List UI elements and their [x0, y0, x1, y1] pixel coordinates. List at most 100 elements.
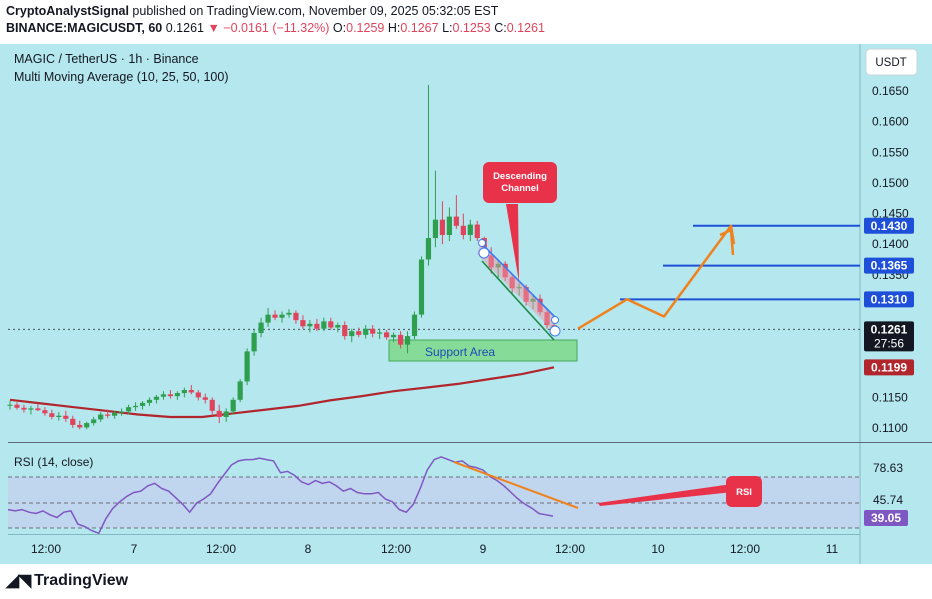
candle-body: [237, 381, 243, 400]
candle-body: [418, 259, 425, 315]
callout-box: [483, 162, 557, 203]
candle-body: [125, 407, 132, 412]
rsi-callout-pointer: [598, 484, 733, 506]
candle-body: [314, 323, 320, 329]
currency-button[interactable]: USDT: [865, 48, 918, 76]
current-price-badge: [864, 321, 914, 352]
candle-body: [70, 418, 76, 425]
channel-fill: [477, 243, 556, 330]
channel-handle[interactable]: [478, 239, 486, 247]
candle-body: [244, 351, 250, 382]
price-tick: 0.1650: [872, 84, 909, 98]
candle-body: [216, 410, 222, 417]
candle-body: [14, 404, 20, 408]
projection-arrowhead: [719, 228, 735, 256]
price-change: −0.0161 (−11.32%): [223, 21, 330, 35]
price-tick: 0.1150: [872, 390, 908, 404]
candle-body: [272, 314, 278, 318]
price-badges: 0.1430 0.1365 0.1310 0.1261 27:56 0.1199: [864, 217, 914, 376]
candle-body: [188, 390, 194, 393]
channel-lower-line: [481, 260, 555, 341]
tradingview-logo[interactable]: ◢◥ TradingView: [6, 571, 128, 591]
open-value: 0.1259: [346, 21, 385, 35]
currency-button-label[interactable]: USDT: [875, 57, 906, 69]
rsi-pane[interactable]: RSI (14, close) RSI 78.63 45.74 39.05: [7, 455, 908, 535]
callout-line2: Channel: [501, 183, 538, 194]
candle-body: [349, 331, 355, 337]
support-area-box[interactable]: [388, 339, 578, 362]
candle-body: [370, 328, 376, 334]
candle-body: [28, 408, 34, 410]
candle-body: [98, 414, 104, 420]
rsi-current-value: 39.05: [871, 511, 901, 525]
candle-body: [460, 225, 466, 235]
chart-area[interactable]: 0.1650 0.1600 0.1550 0.1500 0.1450 0.1400 0.13…: [0, 44, 932, 564]
candle-body: [21, 407, 27, 410]
candle-body: [118, 411, 125, 413]
candle-body: [335, 325, 341, 328]
candle-body: [404, 336, 411, 345]
price-tick: 0.1500: [872, 176, 909, 190]
channel-handle[interactable]: [551, 316, 559, 324]
tradingview-mark-icon: ◢◥: [6, 571, 31, 590]
time-tick: 7: [131, 542, 138, 556]
candle-body: [132, 405, 139, 408]
candle-body: [153, 396, 160, 400]
rsi-line: [7, 456, 554, 535]
rsi-callout-box[interactable]: [726, 476, 762, 507]
candle-body: [390, 334, 397, 338]
time-tick: 12:00: [730, 542, 760, 556]
target2-label: 0.1365: [871, 259, 908, 273]
high-label: H:: [387, 21, 401, 35]
candle-body: [384, 332, 390, 338]
symbol-line: BINANCE:MAGICUSDT, 60 0.1261 ▼ −0.0161 (…: [6, 21, 545, 35]
publish-header: CryptoAnalystSignal published on Trading…: [0, 0, 932, 40]
rsi-callout-label: RSI: [736, 487, 752, 498]
candle-body: [56, 415, 62, 417]
author-name[interactable]: CryptoAnalystSignal: [6, 4, 129, 18]
candle-body: [397, 334, 404, 345]
close-label: C:: [494, 21, 507, 35]
chart-svg[interactable]: 0.1650 0.1600 0.1550 0.1500 0.1450 0.1400 0.13…: [0, 44, 932, 564]
price-tick: 0.1100: [872, 421, 908, 435]
candle-body: [139, 402, 146, 406]
target1-badge: [864, 217, 914, 234]
target3-label: 0.1310: [871, 292, 908, 306]
time-tick: 11: [826, 542, 839, 556]
descending-channel[interactable]: [477, 239, 561, 341]
candle-body: [342, 325, 348, 337]
candle-body: [209, 399, 215, 411]
candle-body: [77, 424, 83, 428]
publish-text: published on TradingView.com, November 0…: [132, 4, 499, 18]
callout-line1: Descending: [493, 171, 547, 182]
currency-button-box[interactable]: [865, 48, 918, 76]
channel-handle[interactable]: [478, 247, 490, 259]
target2-badge: [864, 257, 914, 274]
high-value: 0.1267: [400, 21, 439, 35]
price-tick: 0.1450: [872, 207, 909, 221]
legend-title: MAGIC / TetherUS · 1h · Binance: [14, 52, 199, 66]
descending-channel-callout[interactable]: Descending Channel: [483, 162, 557, 282]
rsi-divergence-line[interactable]: [453, 461, 579, 509]
current-price-label: 0.1261: [871, 322, 908, 336]
candle-body: [49, 413, 55, 417]
time-tick: 12:00: [555, 542, 585, 556]
candle-body: [411, 314, 418, 337]
candle-body: [453, 216, 459, 226]
candle-body: [265, 314, 271, 323]
candle-body: [251, 333, 257, 352]
candle-body: [307, 323, 313, 327]
candle-body: [425, 238, 432, 260]
time-axis-labels: 12:00 7 12:00 8 12:00 9 12:00 10 12:00 11: [31, 542, 839, 556]
candle-body: [432, 219, 439, 239]
channel-handle[interactable]: [549, 325, 561, 337]
candle-body: [63, 415, 69, 419]
candle-body: [279, 314, 285, 318]
candle-body: [91, 419, 97, 424]
symbol-name: BINANCE:MAGICUSDT, 60: [6, 21, 163, 35]
target-lines[interactable]: [620, 224, 860, 301]
chart-legend: MAGIC / TetherUS · 1h · Binance Multi Mo…: [14, 52, 228, 84]
candle-body: [146, 399, 153, 403]
candle-body: [377, 332, 383, 334]
channel-upper-line: [480, 242, 557, 319]
